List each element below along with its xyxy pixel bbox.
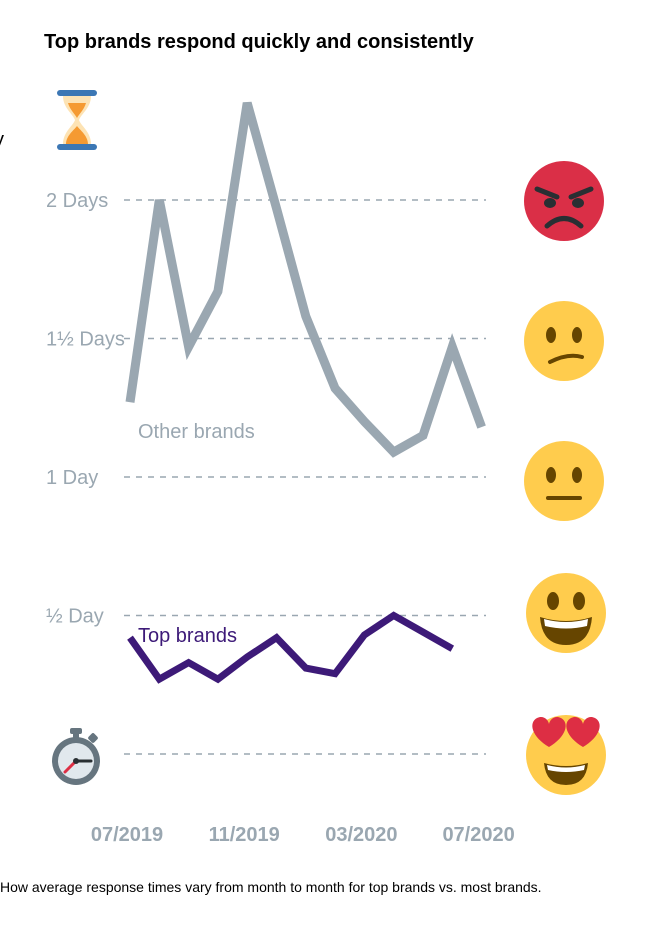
x-tick-label: 03/2020 (325, 824, 397, 846)
chart-title: Top brands respond quickly and consisten… (44, 31, 475, 53)
chart-caption: How average response times vary from mon… (0, 879, 542, 895)
x-tick-label: 07/2020 (442, 824, 514, 846)
other-brands-label: Other brands (138, 421, 255, 443)
grinning-face-icon (526, 573, 606, 653)
confused-face-icon (524, 301, 604, 381)
y-tick-label: 1½ Days (46, 329, 125, 351)
other-brands-line (125, 101, 486, 458)
y-tick-label: 2 Days (46, 190, 108, 212)
stopwatch-icon (52, 728, 100, 785)
hourglass-icon (57, 90, 97, 150)
clipped-glyph: y (0, 129, 4, 151)
top-brands-label: Top brands (138, 625, 237, 647)
x-tick-label: 07/2019 (91, 824, 163, 846)
x-tick-label: 11/2019 (209, 824, 280, 846)
y-tick-labels: ½ Day 1 Day 1½ Days 2 Days (46, 190, 125, 628)
neutral-face-icon (524, 441, 604, 521)
top-brands-line (127, 611, 455, 684)
heart-eyes-face-icon (526, 715, 606, 795)
y-tick-label: ½ Day (46, 606, 104, 628)
x-tick-labels: 07/2019 11/2019 03/2020 07/2020 (91, 824, 515, 846)
angry-face-icon (524, 161, 604, 241)
y-tick-label: 1 Day (46, 467, 98, 489)
